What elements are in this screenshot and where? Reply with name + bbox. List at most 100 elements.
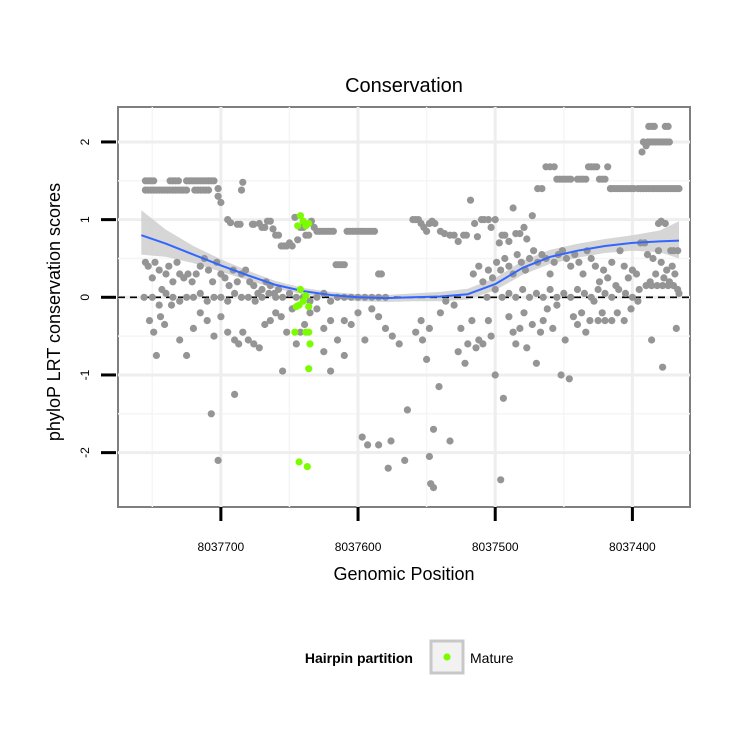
data-point bbox=[591, 262, 600, 270]
data-point bbox=[491, 216, 499, 224]
data-point bbox=[381, 324, 390, 332]
data-point bbox=[169, 278, 177, 286]
data-point bbox=[174, 177, 182, 185]
data-point bbox=[425, 324, 433, 332]
data-point bbox=[329, 227, 337, 235]
data-point bbox=[672, 324, 680, 332]
data-point bbox=[538, 185, 546, 193]
data-point bbox=[269, 225, 277, 233]
data-point bbox=[189, 293, 197, 301]
data-point bbox=[532, 289, 541, 297]
data-point bbox=[189, 324, 197, 332]
data-point bbox=[291, 213, 299, 221]
data-point bbox=[446, 437, 454, 445]
data-point bbox=[231, 390, 239, 398]
mature-point bbox=[295, 301, 303, 309]
mature-point bbox=[303, 463, 311, 471]
data-point bbox=[582, 328, 590, 336]
x-axis-title: Genomic Position bbox=[333, 564, 474, 584]
data-point bbox=[601, 289, 609, 297]
data-point bbox=[587, 293, 595, 301]
data-point bbox=[167, 301, 176, 309]
data-point bbox=[207, 410, 215, 418]
y-axis: 2 1 0 -1 -2 bbox=[78, 138, 116, 458]
data-point bbox=[294, 236, 302, 244]
data-point bbox=[539, 293, 547, 301]
y-tick-label: 1 bbox=[78, 216, 92, 223]
data-point bbox=[567, 262, 575, 270]
data-point bbox=[457, 324, 465, 332]
data-point bbox=[664, 122, 672, 130]
data-point bbox=[233, 278, 241, 286]
data-point bbox=[224, 297, 232, 305]
data-point bbox=[196, 262, 204, 270]
data-point bbox=[274, 285, 283, 294]
data-point bbox=[594, 317, 602, 325]
data-point bbox=[484, 317, 492, 325]
data-point bbox=[471, 219, 479, 228]
data-point bbox=[292, 340, 300, 348]
data-point bbox=[621, 289, 630, 297]
data-point bbox=[209, 278, 217, 286]
data-point bbox=[176, 336, 184, 344]
data-point bbox=[516, 324, 524, 332]
x-tick-label: 8037600 bbox=[335, 540, 382, 554]
data-point bbox=[660, 274, 668, 282]
data-point bbox=[266, 217, 274, 225]
data-point bbox=[214, 192, 222, 200]
data-point bbox=[627, 305, 635, 313]
data-point bbox=[225, 282, 233, 290]
data-point bbox=[512, 340, 520, 348]
data-point bbox=[288, 242, 296, 250]
data-point bbox=[183, 351, 191, 360]
data-point bbox=[217, 198, 225, 207]
data-point bbox=[567, 175, 575, 183]
data-point bbox=[642, 282, 650, 290]
data-point bbox=[659, 282, 667, 290]
data-point bbox=[616, 247, 624, 255]
data-point bbox=[152, 351, 160, 360]
data-point bbox=[479, 340, 487, 348]
data-point bbox=[340, 261, 348, 269]
data-point bbox=[144, 262, 152, 270]
data-point bbox=[192, 270, 200, 278]
data-point bbox=[635, 285, 643, 294]
data-point bbox=[557, 371, 565, 379]
data-point bbox=[423, 227, 431, 235]
data-point bbox=[450, 301, 458, 309]
data-point bbox=[608, 258, 616, 266]
data-point bbox=[582, 175, 590, 183]
data-point bbox=[239, 328, 247, 336]
data-point bbox=[519, 285, 527, 294]
data-point bbox=[499, 394, 507, 402]
data-point bbox=[546, 285, 554, 294]
data-point bbox=[550, 163, 558, 171]
data-point bbox=[620, 317, 628, 325]
data-point bbox=[274, 231, 283, 239]
mature-points-layer bbox=[291, 212, 314, 471]
data-point bbox=[491, 371, 499, 379]
mature-point bbox=[305, 303, 313, 311]
data-point bbox=[505, 237, 513, 245]
data-point bbox=[210, 177, 218, 185]
legend-key bbox=[429, 639, 465, 675]
data-point bbox=[674, 247, 682, 255]
data-point bbox=[203, 317, 211, 325]
data-point bbox=[183, 293, 191, 301]
data-point bbox=[412, 328, 420, 336]
data-point bbox=[235, 340, 243, 348]
data-point bbox=[479, 278, 487, 286]
data-point bbox=[497, 266, 505, 274]
data-point bbox=[340, 317, 348, 325]
data-point bbox=[523, 235, 531, 243]
x-tick-label: 8037700 bbox=[198, 540, 245, 554]
data-point bbox=[580, 289, 589, 297]
data-point bbox=[237, 186, 246, 194]
data-point bbox=[649, 254, 657, 263]
y-tick-label: 0 bbox=[78, 294, 92, 301]
data-point bbox=[659, 363, 667, 371]
data-point bbox=[483, 293, 491, 301]
data-point bbox=[156, 313, 165, 321]
data-point bbox=[569, 313, 578, 321]
